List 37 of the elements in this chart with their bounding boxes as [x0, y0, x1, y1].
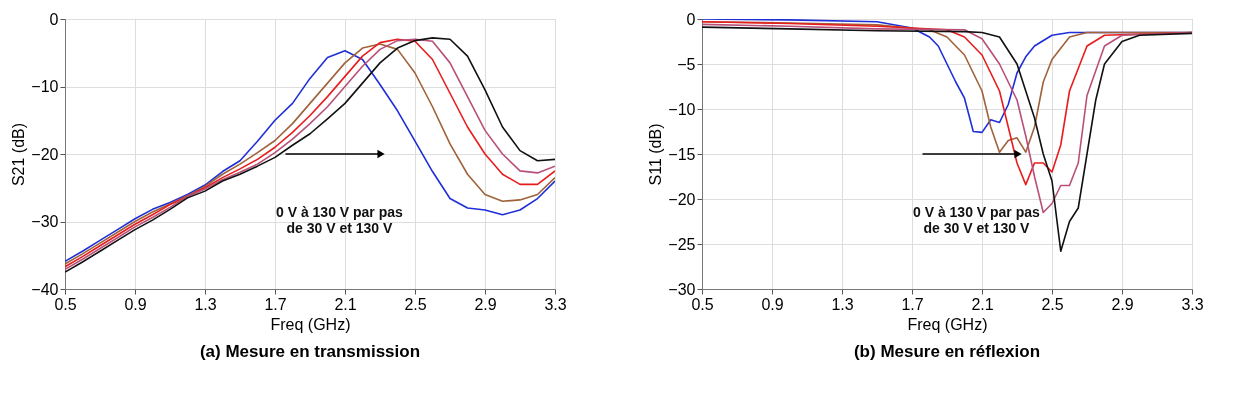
y-tick-label: −20 — [31, 145, 59, 163]
line-series — [702, 26, 1192, 252]
y-tick-label: −40 — [31, 280, 59, 298]
y-tick-label: −20 — [668, 190, 696, 208]
x-tick-label: 0.5 — [54, 295, 77, 313]
x-tick-label: 2.5 — [404, 295, 427, 313]
y-tick-label: −25 — [668, 235, 696, 253]
x-tick-label: 1.3 — [194, 295, 217, 313]
x-tick-label: 0.9 — [761, 295, 784, 313]
x-axis-title: Freq (GHz) — [907, 315, 988, 333]
x-tick-label: 3.3 — [1181, 295, 1204, 313]
annotation: 0 V à 130 V par pas de 30 V et 130 V — [912, 204, 1041, 237]
text: (a) Mesure en transmission — [199, 342, 421, 361]
x-tick-label: 3.3 — [544, 295, 567, 313]
x-tick-label: 2.9 — [1111, 295, 1134, 313]
text: (b) Mesure en réflexion — [853, 342, 1041, 361]
y-tick-label: −5 — [677, 55, 696, 73]
y-tick-label: −30 — [31, 213, 59, 230]
y-tick-label: −10 — [668, 100, 696, 118]
y-tick-label: −30 — [668, 280, 696, 298]
x-tick-label: 2.1 — [971, 295, 994, 313]
x-tick-label: 0.5 — [691, 295, 714, 313]
y-axis-title: S11 (dB) — [647, 123, 665, 186]
x-tick-label: 1.3 — [831, 295, 854, 313]
x-tick-label: 2.5 — [1041, 295, 1064, 313]
y-tick-label: 0 — [49, 10, 59, 28]
x-tick-label: 2.1 — [334, 295, 357, 313]
y-tick-label: 0 — [686, 10, 696, 28]
y-axis-title: S21 (dB) — [10, 122, 28, 187]
x-tick-label: 1.7 — [901, 295, 924, 313]
annotation: 0 V à 130 V par pas de 30 V et 130 V — [275, 204, 404, 237]
x-tick-label: 1.7 — [264, 295, 287, 313]
x-tick-label: 0.9 — [124, 295, 147, 313]
x-axis-title: Freq (GHz) — [270, 315, 351, 333]
x-tick-label: 2.9 — [474, 295, 497, 313]
y-tick-label: −10 — [31, 78, 59, 95]
y-tick-label: −15 — [668, 145, 696, 163]
